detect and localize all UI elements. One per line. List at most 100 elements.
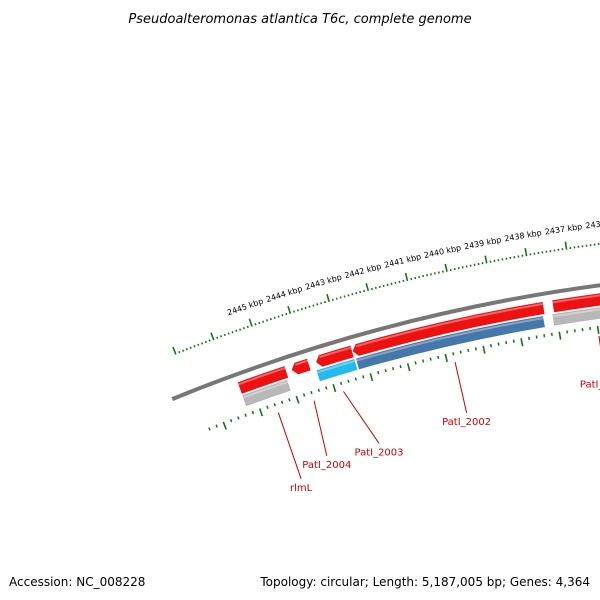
inner-tick: [482, 345, 486, 354]
inner-tick: [452, 352, 455, 356]
map-title: Pseudoalteromonas atlantica T6c, complet…: [128, 12, 471, 27]
inner-tick: [215, 424, 218, 428]
outer-tick: [172, 346, 177, 355]
outer-tick: [304, 306, 307, 310]
outer-tick: [281, 314, 284, 317]
inner-tick: [414, 361, 417, 365]
inner-tick: [467, 348, 470, 353]
gene-arrow-g5: [551, 293, 600, 313]
gene-arrow-g1: [237, 365, 289, 395]
gene-highlight-g8: [316, 360, 355, 374]
scale-label: 2444 kbp: [265, 284, 304, 304]
outer-tick: [429, 273, 432, 276]
outer-tick: [343, 295, 346, 298]
outer-tick: [262, 320, 265, 323]
inner-tick: [362, 375, 365, 379]
inner-tick: [497, 342, 500, 346]
gene-highlight-g9: [356, 317, 544, 362]
outer-tick: [208, 339, 211, 342]
outer-tick: [235, 329, 238, 333]
label-leader: [313, 400, 328, 457]
outer-tick: [185, 347, 188, 351]
outer-tick: [189, 346, 192, 349]
inner-tick: [422, 359, 425, 363]
inner-tick: [520, 338, 524, 347]
outer-tick: [484, 255, 488, 264]
scale-label: 2441 kbp: [383, 252, 422, 270]
scale-label: 2439 kbp: [463, 235, 502, 251]
inner-tick: [459, 350, 462, 354]
scale-label: 2438 kbp: [504, 228, 543, 243]
gene-highlight-g4: [355, 303, 544, 348]
outer-tick: [292, 310, 296, 313]
gene-arrow-g8: [316, 358, 358, 382]
outer-tick: [363, 289, 366, 293]
inner-tick: [528, 336, 531, 341]
outer-tick: [324, 300, 327, 304]
inner-tick: [237, 416, 240, 420]
inner-tick: [244, 413, 247, 417]
inner-tick: [273, 403, 277, 407]
gene-label: PatI_2002: [442, 417, 491, 428]
outer-tick: [269, 317, 272, 321]
scale-label: 2440 kbp: [423, 243, 462, 260]
scale-label: 2443 kbp: [304, 273, 343, 292]
gene-label: PatI_2001: [580, 380, 600, 391]
outer-tick: [204, 340, 207, 344]
inner-tick: [354, 377, 358, 381]
outer-tick: [347, 294, 350, 297]
gene-label: PatI_2003: [354, 447, 403, 458]
gene-features: [237, 293, 600, 407]
scale-label: 2437 kbp: [544, 222, 583, 236]
inner-tick: [332, 383, 337, 393]
outer-tick: [564, 241, 568, 250]
outer-tick: [216, 336, 219, 339]
label-leader: [454, 361, 468, 413]
outer-tick: [414, 276, 417, 280]
gene-arrow-g7: [242, 379, 291, 407]
inner-tick: [222, 421, 227, 430]
outer-tick: [386, 283, 389, 286]
outer-tick: [308, 305, 311, 308]
outer-tick: [359, 290, 362, 294]
outer-tick: [277, 315, 280, 318]
outer-tick: [316, 303, 319, 306]
inner-tick: [258, 408, 264, 417]
gene-highlight-g2: [294, 359, 308, 366]
scale-label: 2445 kbp: [226, 297, 265, 318]
outer-tick: [390, 282, 393, 285]
inner-scale-ticks: [208, 325, 600, 431]
inner-tick: [310, 390, 313, 395]
gene-highlight-g7: [242, 381, 288, 399]
outer-tick: [331, 298, 334, 301]
outer-tick: [398, 280, 401, 283]
outer-tick: [254, 323, 257, 326]
gene-label: rlmL: [290, 483, 313, 494]
outer-tick: [273, 316, 276, 319]
inner-tick: [384, 369, 387, 373]
gene-arrow-g9: [355, 315, 546, 370]
outer-tick: [402, 279, 405, 282]
inner-tick: [391, 367, 395, 371]
outer-tick: [355, 292, 358, 295]
gene-highlight-g10: [552, 308, 600, 318]
outer-tick: [181, 349, 185, 352]
inner-tick: [512, 339, 515, 343]
scale-label: 2436 kbp: [585, 217, 600, 231]
outer-tick: [365, 282, 370, 292]
outer-tick: [326, 293, 330, 303]
outer-tick: [374, 286, 377, 289]
outer-tick: [219, 335, 223, 338]
inner-tick: [251, 410, 255, 415]
gene-highlight-g5: [552, 294, 600, 304]
outer-tick: [370, 287, 373, 291]
outer-tick: [210, 332, 215, 341]
outer-tick: [382, 284, 385, 287]
inner-tick: [339, 381, 343, 386]
outer-tick: [444, 263, 448, 272]
inner-tick: [573, 329, 576, 333]
gene-label: PatI_2004: [302, 460, 351, 471]
label-leader: [277, 412, 302, 479]
gene-arrow-g4: [352, 301, 545, 357]
